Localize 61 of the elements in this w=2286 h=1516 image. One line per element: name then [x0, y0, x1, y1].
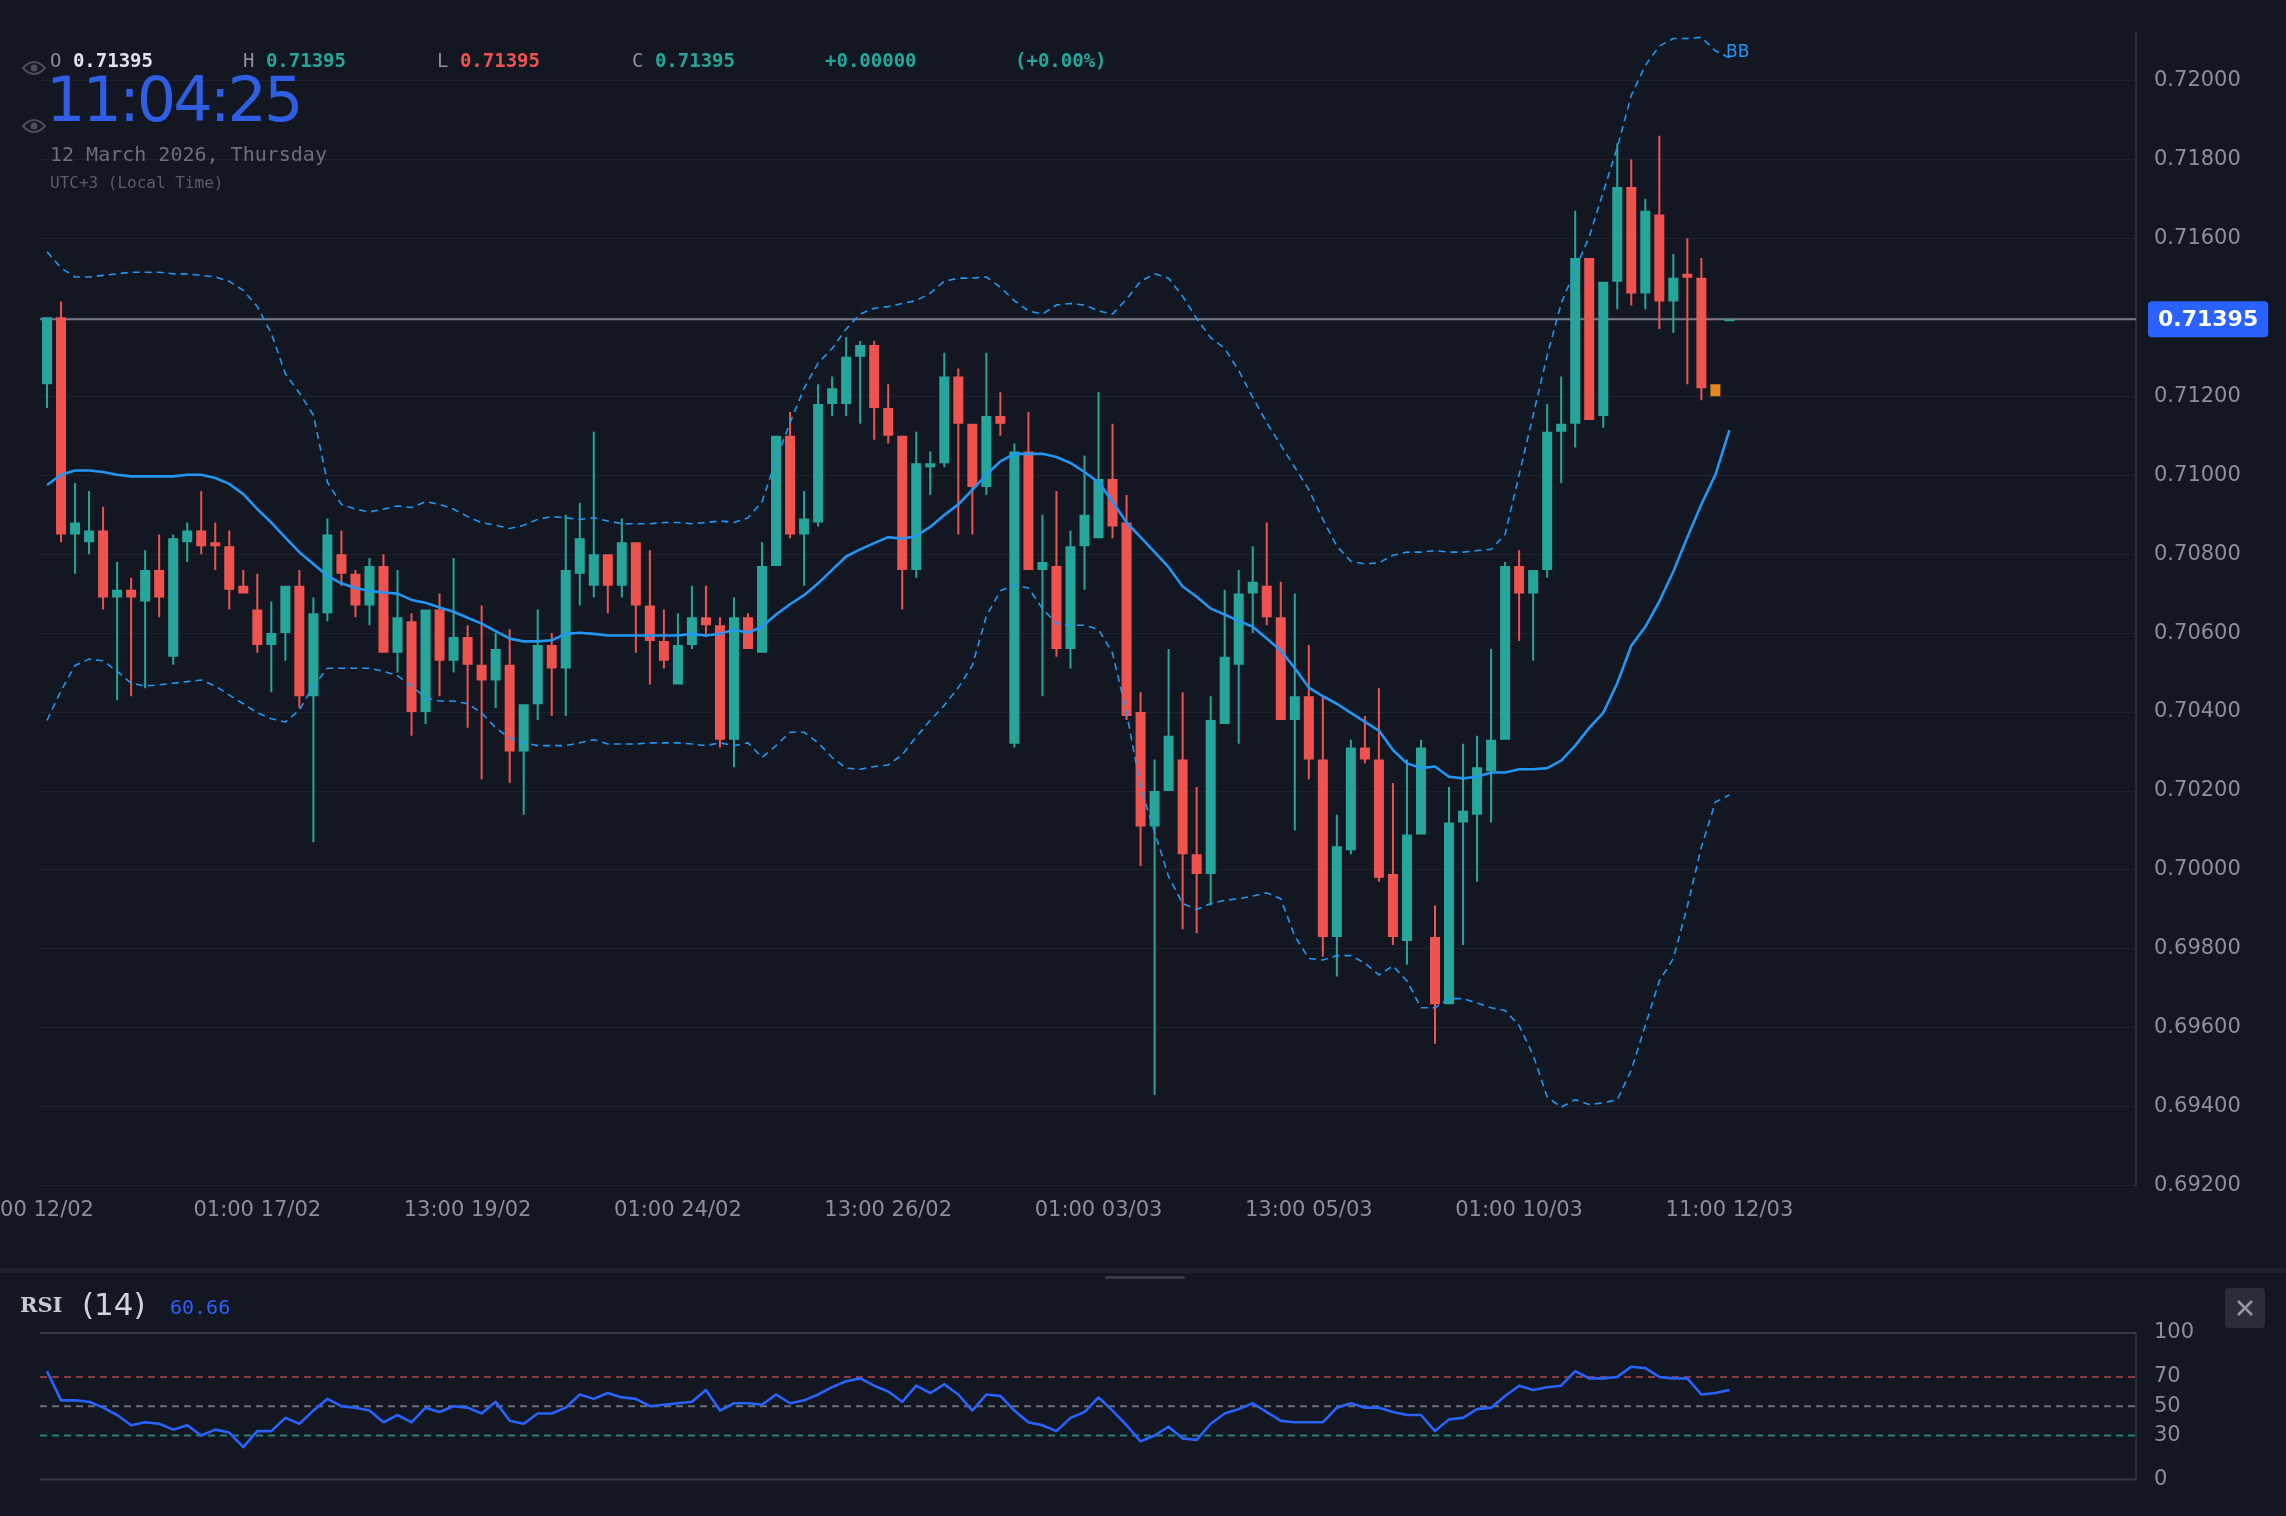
candlestick	[112, 562, 123, 701]
y-tick-label: 0.71800	[2154, 145, 2241, 170]
y-tick-label: 100	[2154, 1319, 2195, 1344]
candlestick	[588, 431, 599, 598]
ref-line-label: 0.71395	[2158, 305, 2259, 331]
annotation: BB	[1726, 41, 1750, 61]
annotation: (+0.00%)	[1015, 49, 1107, 71]
candlestick	[266, 601, 277, 693]
x-tick-label: 11:00 12/03	[1665, 1196, 1794, 1221]
candlestick	[1458, 743, 1469, 945]
y-tick-label: 0.69200	[2154, 1172, 2241, 1197]
candlestick	[476, 605, 487, 780]
candlestick	[70, 483, 81, 574]
y-tick-label: 0.71200	[2154, 382, 2241, 407]
x-tick-label: 13:00 26/02	[824, 1196, 953, 1221]
candlestick	[84, 490, 95, 555]
candlestick	[1149, 759, 1160, 1095]
x-tick-label: 01:00 03/03	[1034, 1196, 1163, 1221]
annotation: 12 March 2026, Thursday	[50, 142, 327, 166]
candlestick	[995, 392, 1006, 436]
candlestick	[126, 577, 137, 697]
x-tick-label: 01:00 17/02	[193, 1196, 322, 1221]
y-tick-label: 0.70200	[2154, 777, 2241, 802]
annotation: UTC+3 (Local Time)	[50, 173, 224, 192]
y-tick-label: 30	[2154, 1421, 2181, 1446]
annotation: +0.00000	[825, 49, 917, 71]
y-tick-label: 0.70000	[2154, 856, 2241, 881]
y-tick-label: 0.71000	[2154, 461, 2241, 486]
x-tick-label: 00 12/02	[0, 1196, 94, 1221]
candlestick	[1247, 546, 1258, 634]
y-tick-label: 50	[2154, 1392, 2181, 1417]
y-tick-label: 0.72000	[2154, 66, 2241, 91]
annotation: H 0.71395	[243, 49, 346, 71]
chart-subtitle: (14)	[82, 1286, 146, 1322]
text: 60.66	[170, 1295, 231, 1319]
y-tick-label: 70	[2154, 1363, 2181, 1388]
annotation: L 0.71395	[437, 49, 540, 71]
candlestick	[1682, 238, 1693, 385]
candlestick	[1037, 514, 1048, 697]
candlestick	[1191, 787, 1202, 934]
chart-title: RSI	[20, 1292, 63, 1317]
line-series	[46, 584, 1731, 1109]
y-tick-label: 0.70800	[2154, 540, 2241, 565]
candlestick	[1556, 376, 1567, 484]
y-tick-label: 0.69600	[2154, 1014, 2241, 1039]
candlestick	[140, 550, 151, 689]
candlestick	[925, 451, 936, 495]
candlestick	[1289, 593, 1300, 831]
y-tick-label: 0.69400	[2154, 1093, 2241, 1118]
x-tick-label: 13:00 19/02	[403, 1196, 532, 1221]
y-tick-label: 0.70400	[2154, 698, 2241, 723]
annotation: C 0.71395	[632, 49, 735, 71]
x-tick-label: 13:00 05/03	[1244, 1196, 1373, 1221]
x-tick-label: 01:00 10/03	[1455, 1196, 1583, 1221]
x-tick-label: 01:00 24/02	[614, 1196, 742, 1221]
candlestick	[210, 522, 221, 570]
y-tick-label: 0	[2154, 1465, 2168, 1490]
y-tick-label: 0.70600	[2154, 619, 2241, 644]
y-tick-label: 0.69800	[2154, 935, 2241, 960]
y-tick-label: 0.71600	[2154, 224, 2241, 249]
candlestick	[855, 340, 866, 424]
